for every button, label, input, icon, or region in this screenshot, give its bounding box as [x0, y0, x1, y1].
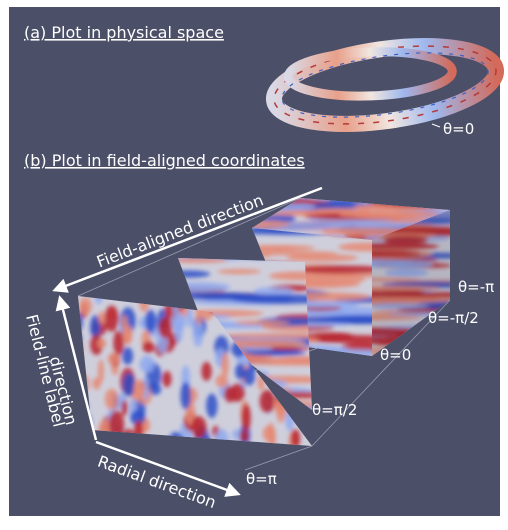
theta-label: θ=0: [443, 120, 474, 138]
panel-b-title: (b) Plot in field-aligned coordinates: [24, 151, 305, 170]
theta-label: θ=0: [380, 346, 411, 364]
leader-line: [431, 123, 441, 128]
theta-label: θ=-π/2: [428, 309, 479, 327]
panel-a-title: (a) Plot in physical space: [24, 23, 224, 42]
theta-label: θ=-π: [458, 278, 494, 296]
theta-label: θ=π: [246, 470, 277, 488]
torus: [265, 38, 505, 132]
theta-label: θ=π/2: [312, 401, 357, 419]
axis-arrows: [52, 186, 323, 497]
